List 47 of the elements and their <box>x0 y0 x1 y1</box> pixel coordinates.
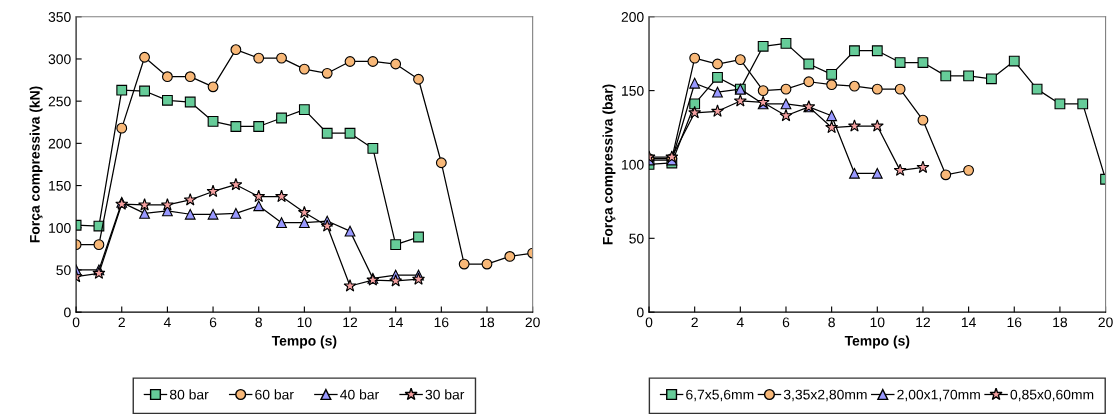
legend-label: 2,00x1,70mm <box>897 389 980 402</box>
x-tick-label: 18 <box>480 317 495 328</box>
legend-label: 80 bar <box>169 389 209 400</box>
x-tick-label: 8 <box>828 317 835 328</box>
y-axis-title: Força compressiva (bar) <box>602 84 616 245</box>
y-tick-label: 150 <box>622 85 644 96</box>
x-tick-label: 10 <box>870 317 885 328</box>
x-tick-label: 6 <box>209 317 217 328</box>
legend-label: 0,85x0,60mm <box>1010 389 1094 402</box>
y-tick-label: 250 <box>48 96 71 107</box>
x-tick-label: 2 <box>691 317 698 328</box>
x-tick-label: 10 <box>297 317 312 328</box>
x-tick-label: 14 <box>389 317 403 328</box>
y-tick-label: 350 <box>48 12 71 22</box>
x-tick-label: 20 <box>525 317 540 328</box>
x-tick-label: 8 <box>255 317 262 328</box>
x-tick-label: 12 <box>343 317 358 328</box>
x-tick-label: 2 <box>118 317 125 328</box>
legend-label: 40 bar <box>340 389 379 400</box>
legend-label: 60 bar <box>255 389 294 400</box>
x-tick-label: 0 <box>72 317 80 328</box>
legend-label: 30 bar <box>425 389 465 400</box>
y-tick-label: 50 <box>629 233 644 244</box>
y-tick-label: 100 <box>622 159 644 170</box>
y-tick-label: 0 <box>636 307 644 318</box>
y-tick-label: 0 <box>64 307 71 318</box>
y-tick-label: 100 <box>49 223 71 233</box>
x-tick-label: 12 <box>916 317 930 328</box>
x-tick-label: 16 <box>1007 317 1022 328</box>
y-tick-label: 50 <box>56 265 71 276</box>
x-tick-label: 20 <box>1098 317 1113 328</box>
x-tick-label: 4 <box>736 317 744 328</box>
x-tick-label: 14 <box>961 317 976 328</box>
x-tick-label: 16 <box>434 317 449 328</box>
x-axis-title: Tempo (s) <box>844 335 910 349</box>
y-tick-label: 200 <box>48 138 71 149</box>
legend-label: 6,7x5,6mm <box>686 389 754 402</box>
y-tick-label: 150 <box>49 180 71 191</box>
y-tick-label: 300 <box>48 54 71 65</box>
x-tick-label: 18 <box>1053 317 1068 328</box>
x-tick-label: 6 <box>782 317 790 328</box>
x-tick-label: 4 <box>163 317 171 328</box>
x-axis-title: Tempo (s) <box>271 335 337 349</box>
legend-label: 3,35x2,80mm <box>783 389 867 402</box>
x-tick-label: 0 <box>645 317 653 328</box>
y-tick-label: 200 <box>621 12 644 22</box>
y-axis-title: Força compressiva (kN) <box>29 86 43 243</box>
